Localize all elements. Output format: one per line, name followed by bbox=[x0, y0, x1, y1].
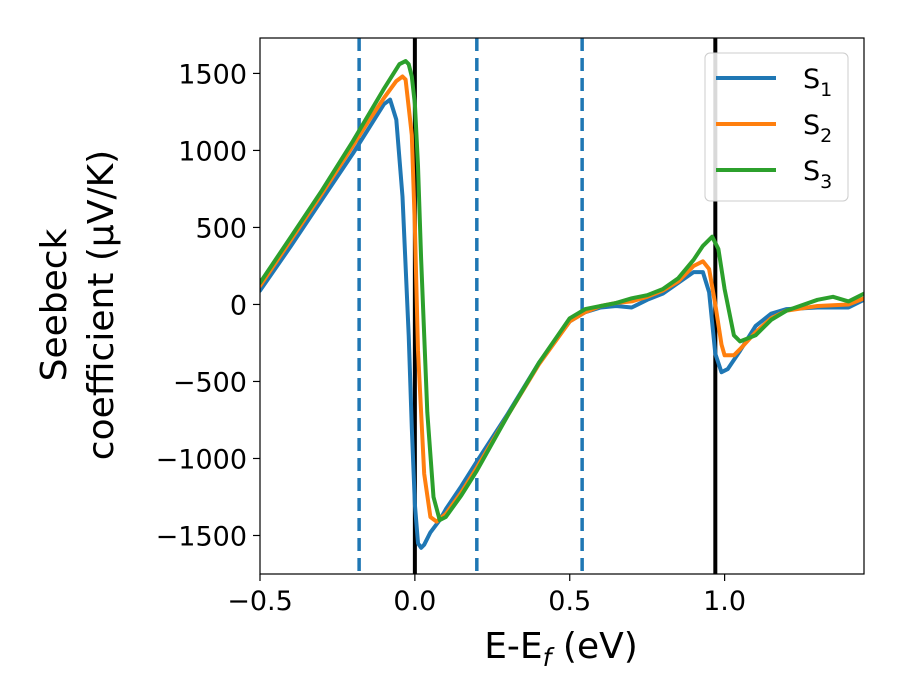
x-axis-title-unit: (eV) bbox=[551, 626, 637, 667]
legend-label-s3: S3 bbox=[803, 156, 832, 193]
y-tick-label: −500 bbox=[173, 367, 247, 398]
series-line-s3 bbox=[260, 59, 864, 523]
y-axis-title-line1: Seebeck bbox=[34, 228, 75, 381]
series-lines bbox=[260, 59, 864, 550]
legend-label-s2: S2 bbox=[803, 110, 832, 147]
y-tick-label: 1000 bbox=[178, 136, 247, 167]
legend: S1 S2 S3 bbox=[704, 52, 849, 202]
axis-ticks: −0.5 0.0 0.5 1.0 1500 1000 500 0 −500 −1000 −1500 bbox=[156, 59, 746, 617]
x-axis-title-main: E-E bbox=[484, 626, 542, 667]
plot-frame bbox=[259, 37, 865, 575]
x-tick-label: 0.0 bbox=[393, 586, 436, 617]
x-tick-label: 0.5 bbox=[548, 586, 591, 617]
y-tick-label: 1500 bbox=[178, 59, 247, 90]
y-axis-title: Seebeck coefficient (μV/K) bbox=[34, 150, 122, 460]
y-axis-title-line2: coefficient (μV/K) bbox=[81, 150, 122, 460]
y-tick-label: −1500 bbox=[156, 521, 247, 552]
y-tick-label: −1000 bbox=[156, 444, 247, 475]
series-line-s2 bbox=[260, 74, 864, 524]
x-axis-title: E-Ef (eV) bbox=[484, 626, 638, 672]
legend-label-s1: S1 bbox=[803, 64, 832, 101]
x-tick-label: 1.0 bbox=[703, 586, 746, 617]
y-tick-label: 0 bbox=[230, 290, 247, 321]
legend-frame bbox=[704, 52, 849, 202]
y-tick-label: 500 bbox=[195, 213, 247, 244]
x-tick-label: −0.5 bbox=[227, 586, 293, 617]
